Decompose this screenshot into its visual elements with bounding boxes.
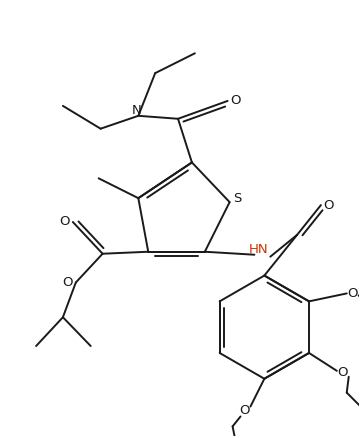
Text: N: N	[131, 104, 141, 117]
Text: O: O	[324, 198, 334, 212]
Text: O: O	[63, 276, 73, 289]
Text: O: O	[347, 287, 358, 300]
Text: HN: HN	[248, 243, 268, 256]
Text: O: O	[239, 404, 250, 417]
Text: O: O	[60, 215, 70, 229]
Text: S: S	[233, 192, 242, 205]
Text: O: O	[338, 366, 348, 379]
Text: O: O	[230, 95, 241, 107]
